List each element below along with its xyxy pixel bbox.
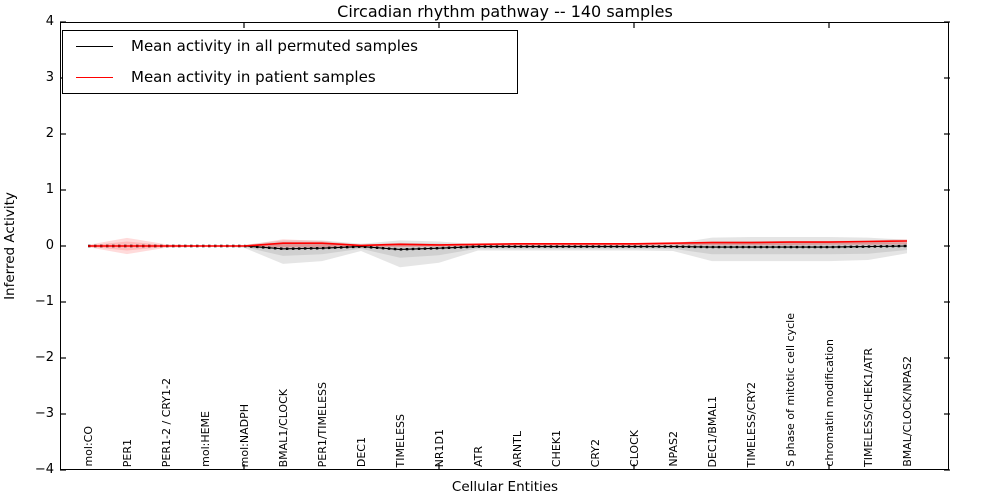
y-tick-label: −2 [34,350,54,365]
x-category-label: TIMELESS/CHEK1/ATR [861,347,875,467]
legend-label-permuted: Mean activity in all permuted samples [131,37,418,55]
y-tick-label: 2 [45,126,54,141]
legend: Mean activity in all permuted samples Me… [62,30,518,94]
x-category-label: S phase of mitotic cell cycle [783,313,797,467]
x-category-label: PER1 [120,438,134,467]
x-category-label: mol:NADPH [237,403,251,467]
legend-line-permuted-icon [76,46,113,47]
y-tick-label: −4 [34,462,54,477]
legend-line-patient-icon [76,77,113,78]
y-tick-label: −1 [34,294,54,309]
permuted-mean-markers [88,244,908,251]
legend-label-patient: Mean activity in patient samples [131,68,376,86]
x-category-label: ATR [471,445,485,467]
y-tick-label: −3 [34,406,54,421]
x-category-label: PER1/TIMELESS [315,381,329,467]
x-category-label: TIMELESS [393,413,407,467]
x-category-label: DEC1/BMAL1 [705,395,719,468]
x-category-label: mol:HEME [198,411,212,467]
permuted-envelope-outer [88,237,907,268]
chart-title: Circadian rhythm pathway -- 140 samples [337,2,673,21]
x-category-label: BMAL/CLOCK/NPAS2 [900,356,914,467]
y-axis-label: Inferred Activity [2,192,18,300]
x-category-label: mol:CO [81,426,95,467]
x-category-label: NPAS2 [666,431,680,467]
legend-entry-permuted: Mean activity in all permuted samples [63,31,517,63]
x-category-label: CLOCK [627,430,641,467]
legend-entry-patient: Mean activity in patient samples [63,62,517,94]
x-category-label: ARNTL [510,430,524,467]
x-axis-label: Cellular Entities [451,479,559,495]
y-tick-label: 0 [45,238,54,253]
x-category-label: chromatin modification [822,339,836,467]
x-category-label: CRY2 [588,438,602,467]
x-category-label: BMAL1/CLOCK [276,388,290,467]
x-category-label: DEC1 [354,436,368,467]
x-category-label: TIMELESS/CRY2 [744,381,758,468]
y-tick-label: 4 [45,14,54,29]
x-category-label: CHEK1 [549,429,563,467]
permuted-envelope-inner [88,241,907,258]
x-category-label: PER1-2 / CRY1-2 [159,377,173,467]
x-category-label: NR1D1 [432,428,446,467]
y-tick-label: 1 [45,182,54,197]
patient-mean-line [88,240,908,247]
y-tick-label: 3 [45,70,54,85]
